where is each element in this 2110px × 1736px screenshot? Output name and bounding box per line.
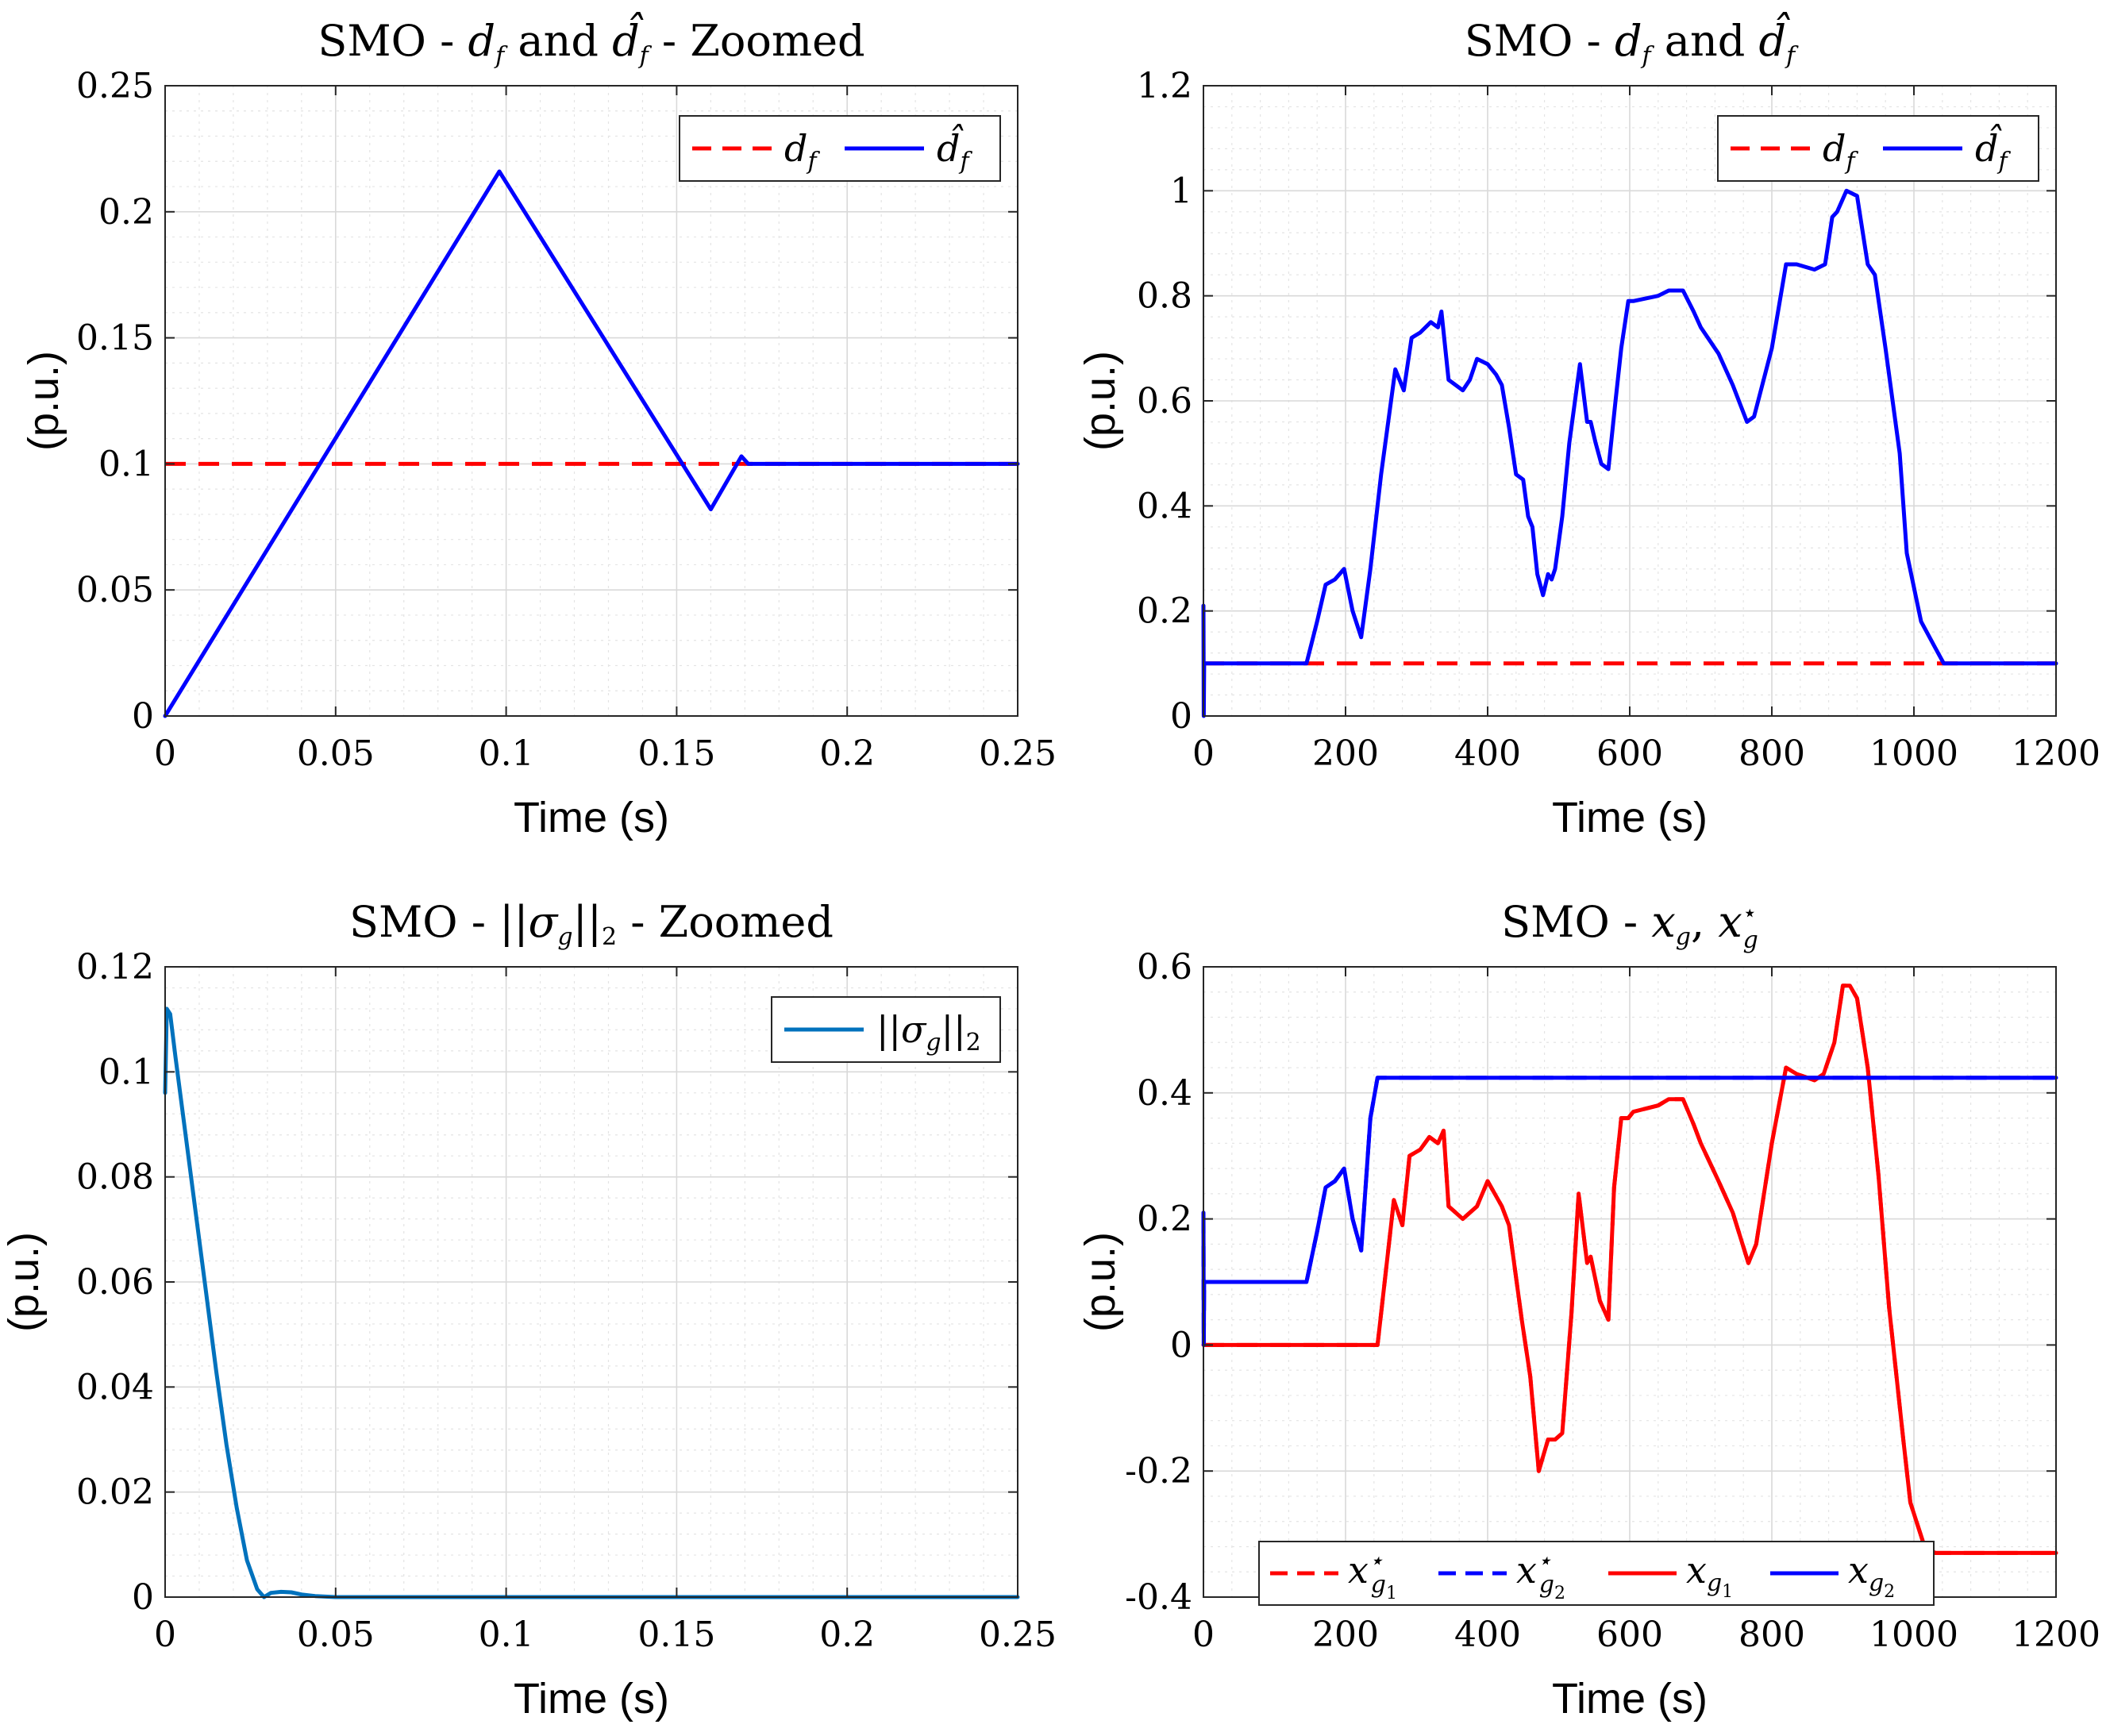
y-axis-label: (p.u.) — [1076, 1232, 1124, 1332]
y-tick-label: 0.25 — [76, 66, 154, 106]
x-tick-label: 0.1 — [479, 733, 534, 774]
y-tick-label: 0.02 — [76, 1472, 154, 1513]
y-tick-label: 0.12 — [76, 947, 154, 987]
panel-title: SMO - ||σg||2 - Zoomed — [349, 897, 834, 951]
x-tick-label: 400 — [1454, 733, 1521, 774]
y-tick-label: 0.08 — [76, 1157, 154, 1198]
x-tick-label: 0.15 — [637, 1615, 715, 1655]
x-tick-label: 800 — [1738, 1615, 1805, 1655]
panel-xg: SMO - xg, x⋆ g 0 200 400 600 800 1000 1200 -0.4 -… — [1076, 897, 2100, 1723]
x-tick-label: 0.2 — [819, 733, 875, 774]
x-tick-label: 200 — [1312, 1615, 1379, 1655]
x-tick-label: 0.05 — [297, 1615, 375, 1655]
x-tick-label: 400 — [1454, 1615, 1521, 1655]
y-tick-label: 1 — [1170, 171, 1192, 211]
x-tick-label: 1000 — [1869, 1615, 1958, 1655]
legend-label-xg1: xg1 — [1686, 1549, 1733, 1602]
y-tick-label: 0 — [132, 696, 154, 737]
legend: df d̂f — [679, 115, 1001, 182]
legend-label-xg2: xg2 — [1848, 1549, 1895, 1602]
axes-box — [164, 85, 1018, 717]
x-axis-label: Time (s) — [1552, 794, 1708, 841]
y-tick-label: 0.8 — [1137, 276, 1192, 317]
x-tick-label: 1200 — [2012, 1615, 2100, 1655]
x-axis-label: Time (s) — [514, 794, 669, 841]
y-tick-label: -0.4 — [1125, 1577, 1192, 1618]
panel-title: SMO - df and d̂f - Zoomed — [318, 11, 864, 70]
y-tick-label: 0.15 — [76, 318, 154, 359]
x-tick-label: 0 — [154, 1615, 176, 1655]
panel-title: SMO - xg, x⋆ g — [1501, 897, 1758, 954]
y-tick-label: 0.2 — [1137, 1199, 1192, 1240]
y-tick-label: 0.2 — [98, 192, 154, 233]
y-tick-label: 0.4 — [1137, 1073, 1192, 1114]
x-tick-label: 600 — [1596, 1615, 1663, 1655]
x-tick-label: 0.25 — [979, 1615, 1057, 1655]
x-tick-label: 0.2 — [819, 1615, 875, 1655]
x-axis-label: Time (s) — [1552, 1675, 1708, 1723]
y-axis-label: (p.u.) — [1076, 351, 1124, 451]
y-axis-label: (p.u.) — [0, 1232, 48, 1332]
x-tick-label: 0 — [154, 733, 176, 774]
panel-title: SMO - df and d̂f — [1465, 11, 1799, 70]
series-line-1 — [163, 1007, 1020, 1599]
x-tick-label: 0 — [1192, 1615, 1215, 1655]
x-tick-label: 0.1 — [479, 1615, 534, 1655]
legend-label-sigma: ||σg||2 — [876, 1008, 981, 1057]
legend: df d̂f — [1717, 115, 2039, 182]
x-tick-label: 0.25 — [979, 733, 1057, 774]
series-line-2 — [163, 169, 1020, 718]
y-tick-label: 0.2 — [1137, 591, 1192, 632]
panel-df-zoomed: SMO - df and d̂f - Zoomed 0 0.05 0.1 0.15 0.… — [20, 11, 1057, 841]
x-axis-label: Time (s) — [514, 1675, 669, 1723]
y-axis-label: (p.u.) — [20, 351, 67, 451]
y-tick-label: 0.6 — [1137, 381, 1192, 421]
y-tick-label: 0.06 — [76, 1262, 154, 1303]
y-tick-label: 0.04 — [76, 1367, 154, 1407]
legend-label-xg1-star: x⋆ g1 — [1348, 1547, 1397, 1603]
y-tick-label: 0.1 — [98, 444, 154, 484]
x-tick-label: 1200 — [2012, 733, 2100, 774]
panel-df-full: SMO - df and d̂f 0 200 400 600 800 1000 1200 0 0… — [1076, 11, 2100, 841]
y-tick-label: 0.05 — [76, 570, 154, 610]
y-tick-label: 0.6 — [1137, 947, 1192, 987]
x-tick-label: 0 — [1192, 733, 1215, 774]
y-tick-label: 0.4 — [1137, 486, 1192, 526]
x-tick-label: 0.05 — [297, 733, 375, 774]
y-tick-label: 0 — [1170, 1325, 1192, 1365]
series-line-3 — [1201, 983, 2058, 1555]
y-tick-label: 0.1 — [98, 1052, 154, 1092]
x-tick-label: 200 — [1312, 733, 1379, 774]
legend-label-xg2-star: x⋆ g2 — [1516, 1547, 1565, 1603]
legend: ||σg||2 — [771, 996, 1001, 1063]
y-tick-label: -0.2 — [1125, 1451, 1192, 1492]
x-tick-label: 600 — [1596, 733, 1663, 774]
series-line-2 — [1201, 188, 2058, 718]
y-tick-label: 0 — [1170, 696, 1192, 737]
y-tick-label: 1.2 — [1137, 66, 1192, 106]
x-tick-label: 1000 — [1869, 733, 1958, 774]
legend: x⋆ g1 x⋆ g2 xg1 xg2 — [1258, 1541, 1935, 1606]
panel-sigma-zoomed: SMO - ||σg||2 - Zoomed 0 0.05 0.1 0.15 0.2 0.… — [0, 897, 1057, 1723]
y-tick-label: 0 — [132, 1577, 154, 1618]
x-tick-label: 0.15 — [637, 733, 715, 774]
x-tick-label: 800 — [1738, 733, 1805, 774]
series-line-4 — [1201, 1076, 2058, 1347]
